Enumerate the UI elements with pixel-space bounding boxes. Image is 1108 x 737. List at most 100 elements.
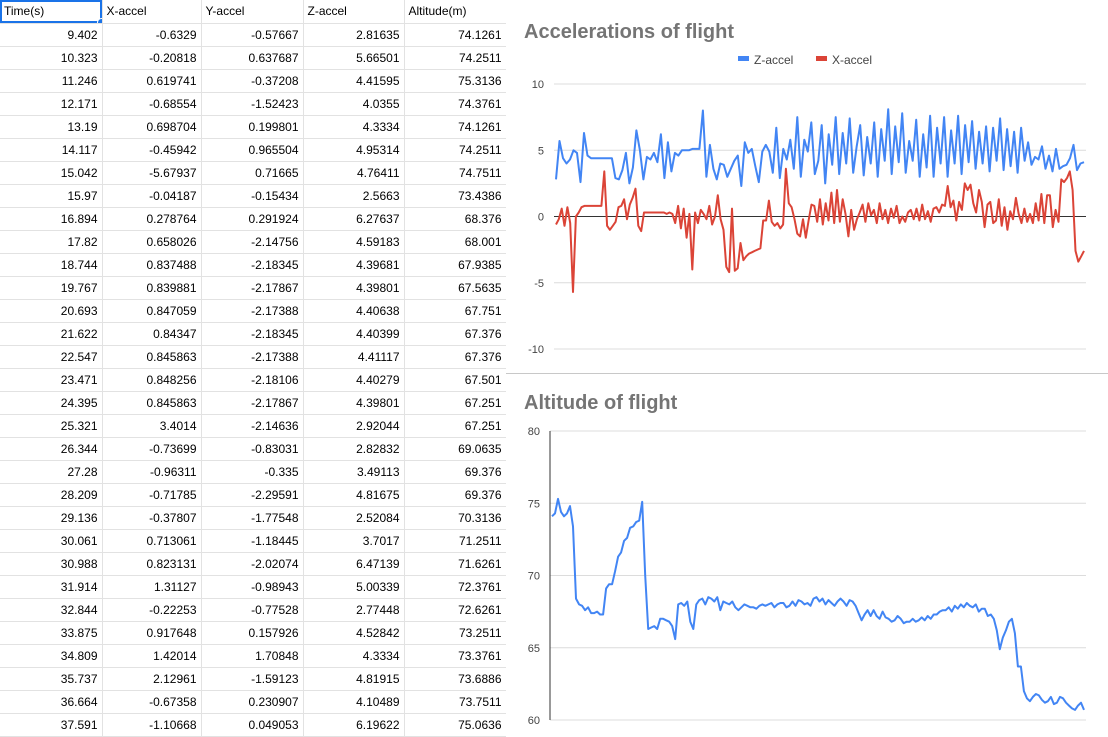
table-cell[interactable]: 75.3136 [404,69,507,93]
table-cell[interactable]: 0.049053 [201,713,304,737]
header-cell[interactable]: X-accel [102,0,202,24]
table-cell[interactable]: 67.251 [404,414,507,438]
x-accel-series-line[interactable] [555,167,1085,293]
table-cell[interactable]: 4.76411 [303,161,405,185]
table-cell[interactable]: 3.49113 [303,460,405,484]
table-cell[interactable]: -0.57667 [201,23,304,47]
table-cell[interactable]: 30.061 [0,529,103,553]
table-cell[interactable]: 1.42014 [102,644,202,668]
table-cell[interactable]: -1.52423 [201,92,304,116]
table-cell[interactable]: 23.471 [0,368,103,392]
table-cell[interactable]: 71.2511 [404,529,507,553]
table-cell[interactable]: 74.2511 [404,138,507,162]
table-cell[interactable]: 1.70848 [201,644,304,668]
table-cell[interactable]: 74.1261 [404,115,507,139]
table-cell[interactable]: 24.395 [0,391,103,415]
table-cell[interactable]: 72.6261 [404,598,507,622]
table-cell[interactable]: -2.18106 [201,368,304,392]
table-cell[interactable]: 0.845863 [102,345,202,369]
table-cell[interactable]: -0.83031 [201,437,304,461]
table-cell[interactable]: -2.17867 [201,276,304,300]
table-cell[interactable]: -0.73699 [102,437,202,461]
table-cell[interactable]: 0.619741 [102,69,202,93]
table-cell[interactable]: 73.2511 [404,621,507,645]
table-cell[interactable]: -1.59123 [201,667,304,691]
table-cell[interactable]: 4.95314 [303,138,405,162]
table-cell[interactable]: -0.22253 [102,598,202,622]
table-cell[interactable]: 67.751 [404,299,507,323]
table-cell[interactable]: 18.744 [0,253,103,277]
accelerations-chart[interactable]: Accelerations of flight Z-accel X-accel 1… [506,0,1108,374]
table-cell[interactable]: -2.18345 [201,253,304,277]
table-cell[interactable]: -0.6329 [102,23,202,47]
table-cell[interactable]: 16.894 [0,207,103,231]
table-cell[interactable]: 2.82832 [303,437,405,461]
table-cell[interactable]: 11.246 [0,69,103,93]
table-cell[interactable]: 0.698704 [102,115,202,139]
table-cell[interactable]: 0.917648 [102,621,202,645]
table-cell[interactable]: 28.209 [0,483,103,507]
table-cell[interactable]: 21.622 [0,322,103,346]
table-cell[interactable]: 72.3761 [404,575,507,599]
table-cell[interactable]: 6.47139 [303,552,405,576]
table-cell[interactable]: 0.839881 [102,276,202,300]
table-cell[interactable]: 73.4386 [404,184,507,208]
table-cell[interactable]: -5.67937 [102,161,202,185]
table-cell[interactable]: 4.41595 [303,69,405,93]
table-cell[interactable]: 67.9385 [404,253,507,277]
altitude-chart[interactable]: Altitude of flight 80 75 70 65 60 [506,374,1108,737]
table-cell[interactable]: 4.41117 [303,345,405,369]
table-cell[interactable]: 0.278764 [102,207,202,231]
table-cell[interactable]: 69.376 [404,483,507,507]
table-cell[interactable]: 6.19622 [303,713,405,737]
table-cell[interactable]: 0.71665 [201,161,304,185]
table-cell[interactable]: 0.230907 [201,690,304,714]
table-cell[interactable]: 31.914 [0,575,103,599]
table-cell[interactable]: 0.84347 [102,322,202,346]
table-cell[interactable]: 69.0635 [404,437,507,461]
table-cell[interactable]: 4.10489 [303,690,405,714]
table-cell[interactable]: 70.3136 [404,506,507,530]
table-cell[interactable]: 0.291924 [201,207,304,231]
table-cell[interactable]: -0.04187 [102,184,202,208]
table-cell[interactable]: 4.0355 [303,92,405,116]
table-cell[interactable]: 74.1261 [404,23,507,47]
table-cell[interactable]: 75.0636 [404,713,507,737]
header-cell[interactable]: Y-accel [201,0,304,24]
table-cell[interactable]: 2.52084 [303,506,405,530]
table-cell[interactable]: -2.17388 [201,299,304,323]
table-cell[interactable]: 4.81675 [303,483,405,507]
table-cell[interactable]: -2.17388 [201,345,304,369]
table-cell[interactable]: 4.40399 [303,322,405,346]
table-cell[interactable]: 36.664 [0,690,103,714]
table-cell[interactable]: 67.5635 [404,276,507,300]
table-cell[interactable]: 2.81635 [303,23,405,47]
table-cell[interactable]: 20.693 [0,299,103,323]
table-cell[interactable]: -2.14636 [201,414,304,438]
table-cell[interactable]: 30.988 [0,552,103,576]
table-cell[interactable]: 0.965504 [201,138,304,162]
table-cell[interactable]: 13.19 [0,115,103,139]
table-cell[interactable]: 12.171 [0,92,103,116]
table-cell[interactable]: 14.117 [0,138,103,162]
table-cell[interactable]: 5.66501 [303,46,405,70]
table-cell[interactable]: -0.20818 [102,46,202,70]
table-cell[interactable]: 68.001 [404,230,507,254]
table-cell[interactable]: -1.77548 [201,506,304,530]
table-cell[interactable]: 67.376 [404,345,507,369]
table-cell[interactable]: 74.7511 [404,161,507,185]
spreadsheet-grid[interactable]: Time(s) X-accel Y-accel Z-accel Altitude(m) 9… [0,0,507,737]
table-cell[interactable]: 32.844 [0,598,103,622]
table-cell[interactable]: 4.3334 [303,644,405,668]
table-cell[interactable]: 0.713061 [102,529,202,553]
table-cell[interactable]: 29.136 [0,506,103,530]
table-cell[interactable]: 2.77448 [303,598,405,622]
table-cell[interactable]: 1.31127 [102,575,202,599]
table-cell[interactable]: 73.7511 [404,690,507,714]
table-cell[interactable]: -1.18445 [201,529,304,553]
table-cell[interactable]: -0.37807 [102,506,202,530]
table-cell[interactable]: 73.3761 [404,644,507,668]
table-cell[interactable]: -0.335 [201,460,304,484]
selection-fill-handle[interactable] [96,17,101,23]
table-cell[interactable]: -2.17867 [201,391,304,415]
